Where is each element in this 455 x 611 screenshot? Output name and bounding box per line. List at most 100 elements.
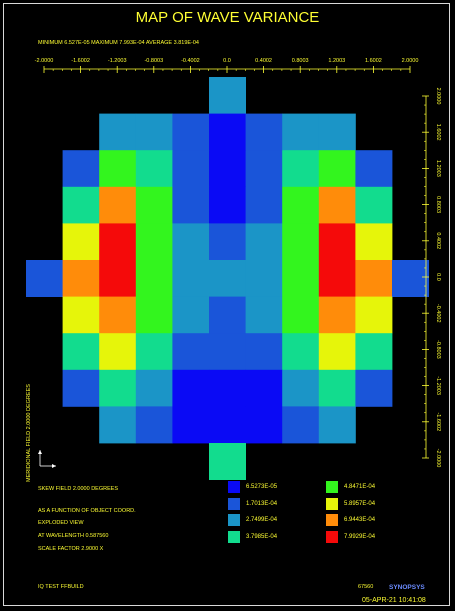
heatmap-cell <box>172 260 210 297</box>
heatmap-cell <box>355 369 393 407</box>
x-tick-label: -0.4002 <box>181 58 200 64</box>
heatmap-cell <box>209 296 246 334</box>
heatmap-cell <box>318 113 356 151</box>
heatmap-cell <box>172 296 210 334</box>
heatmap-cell <box>209 113 246 151</box>
datetime-label: 05-APR-21 10:41:08 <box>362 597 426 604</box>
heatmap-cell <box>62 369 100 407</box>
heatmap-cell <box>135 406 173 444</box>
heatmap-cell <box>135 150 173 188</box>
y-tick-label: 0.0 <box>435 273 441 281</box>
skew-field-label: SKEW FIELD 2.0000 DEGREES <box>38 486 119 492</box>
legend-label: 6.9443E-04 <box>344 517 376 523</box>
heatmap-cell <box>245 186 283 224</box>
heatmap-cell <box>172 150 210 188</box>
y-tick-label: -0.4002 <box>435 304 441 323</box>
legend-label: 2.7499E-04 <box>246 517 278 523</box>
heatmap-cell <box>135 260 173 297</box>
test-id-label: 67560 <box>358 584 374 590</box>
legend-swatch <box>228 497 240 510</box>
heatmap-cell <box>62 186 100 224</box>
heatmap-cell <box>62 260 100 297</box>
x-tick-label: -1.2003 <box>108 58 127 64</box>
heatmap-cell <box>209 443 246 480</box>
heatmap-cell <box>318 369 356 407</box>
indicator-x-arrow <box>52 464 56 468</box>
heatmap-cell <box>355 296 393 334</box>
legend-swatch <box>228 514 240 526</box>
heatmap-cell <box>62 296 100 334</box>
heatmap-cell <box>245 333 283 371</box>
heatmap-cell <box>209 406 246 444</box>
x-tick-label: -2.0000 <box>35 58 54 64</box>
heatmap-cell <box>245 406 283 444</box>
heatmap-cell <box>62 333 100 371</box>
heatmap-cell <box>318 406 356 444</box>
heatmap-cell <box>135 369 173 407</box>
heatmap-cell <box>172 223 210 261</box>
y-tick-label: -2.0000 <box>435 449 441 468</box>
y-tick-label: -1.2003 <box>435 376 441 395</box>
legend-label: 7.9929E-04 <box>344 533 376 540</box>
legend-label: 5.8957E-04 <box>344 500 376 507</box>
heatmap-cell <box>135 113 173 151</box>
heatmap-cell <box>99 333 137 371</box>
x-tick-label: -0.8003 <box>144 58 163 64</box>
heatmap-cell <box>282 406 320 444</box>
heatmap-cell <box>172 406 210 444</box>
test-name-label: IQ TEST FFBUILD <box>38 584 84 590</box>
heatmap-cell <box>99 260 137 297</box>
legend-swatch <box>326 514 338 526</box>
indicator-y-arrow <box>38 450 42 454</box>
plot-frame <box>3 3 450 606</box>
heatmap-cell <box>318 333 356 371</box>
wavelength-label: AT WAVELENGTH 0.587560 <box>38 533 109 539</box>
y-tick-label: 1.2003 <box>435 160 441 177</box>
heatmap-cell <box>62 150 100 188</box>
heatmap-cell <box>26 260 63 297</box>
heatmap-cell <box>209 223 246 261</box>
scale-factor-label: SCALE FACTOR 2.9000 X <box>38 546 104 552</box>
heatmap-cell <box>209 333 246 371</box>
x-tick-label: 1.2003 <box>328 58 345 64</box>
heatmap-cell <box>99 369 137 407</box>
x-tick-label: -1.6002 <box>71 58 90 64</box>
legend-label: 6.5273E-05 <box>246 484 278 490</box>
heatmap-cell <box>245 260 283 297</box>
heatmap-cell <box>135 186 173 224</box>
heatmap-cell <box>318 186 356 224</box>
heatmap-cell <box>282 369 320 407</box>
heatmap-cell <box>172 186 210 224</box>
legend-label: 3.7985E-04 <box>246 533 278 540</box>
y-tick-label: 0.4002 <box>435 232 441 249</box>
y-axis-label: MERIDIONAL FIELD 2.0000 DEGREES <box>26 384 32 482</box>
heatmap-cell <box>172 333 210 371</box>
heatmap-cell <box>135 296 173 334</box>
heatmap-cell <box>99 113 137 151</box>
view-label: EXPLODED VIEW <box>38 520 84 526</box>
x-tick-label: 2.0000 <box>402 58 419 64</box>
heatmap-cell <box>355 223 393 261</box>
legend-label: 1.7013E-04 <box>246 500 278 507</box>
heatmap-cell <box>99 406 137 444</box>
heatmap-cell <box>318 260 356 297</box>
heatmap-cell <box>282 113 320 151</box>
heatmap-cell <box>282 333 320 371</box>
heatmap-cell <box>209 369 246 407</box>
heatmap-cell <box>209 260 246 297</box>
heatmap-cell <box>282 150 320 188</box>
legend-label: 4.8471E-04 <box>344 484 376 490</box>
heatmap-cell <box>99 150 137 188</box>
heatmap-cell <box>245 369 283 407</box>
heatmap-cell <box>355 333 393 371</box>
heatmap-cell <box>99 186 137 224</box>
heatmap-cell <box>282 223 320 261</box>
legend-swatch <box>228 481 240 493</box>
heatmap-cell <box>135 333 173 371</box>
heatmap-cell <box>282 260 320 297</box>
heatmap-cell <box>245 223 283 261</box>
heatmap-cell <box>209 150 246 188</box>
heatmap-cell <box>355 150 393 188</box>
heatmap-cell <box>99 223 137 261</box>
